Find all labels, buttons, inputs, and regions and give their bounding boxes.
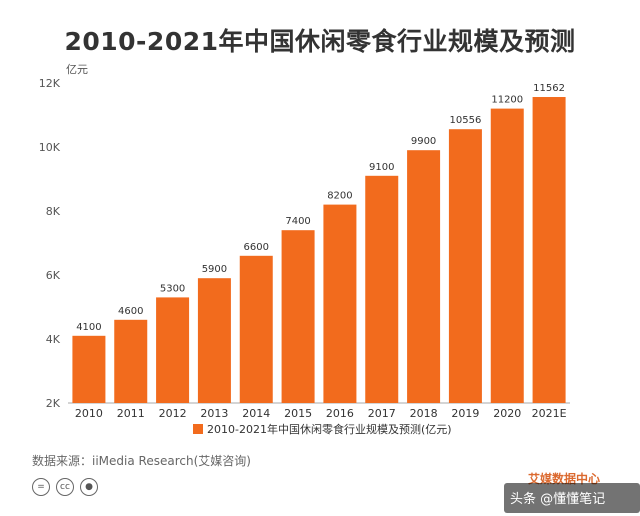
bar-value-label: 6600 [244, 242, 269, 253]
x-tick-label: 2010 [75, 407, 103, 420]
bar-value-label: 11200 [491, 95, 523, 106]
bar [532, 97, 566, 404]
cc-icon: cc [56, 478, 74, 496]
bar [323, 204, 357, 403]
y-tick-label: 6K [46, 269, 61, 282]
bar [448, 129, 482, 403]
x-tick-label: 2017 [368, 407, 396, 420]
bar [239, 255, 273, 403]
x-tick-label: 2016 [326, 407, 354, 420]
bar-value-label: 5900 [202, 264, 227, 275]
license-icons: = cc ● [32, 478, 98, 496]
source-note: 数据来源：iiMedia Research(艾媒咨询) [32, 454, 251, 468]
x-tick-label: 2019 [451, 407, 479, 420]
x-tick-label: 2015 [284, 407, 312, 420]
watermark-overlay [504, 483, 640, 513]
bar [281, 230, 315, 403]
bar-value-label: 11562 [533, 83, 565, 94]
x-tick-label: 2020 [493, 407, 521, 420]
y-tick-label: 8K [46, 205, 61, 218]
chart-title: 2010-2021年中国休闲零食行业规模及预测 [64, 27, 576, 56]
y-tick-label: 4K [46, 333, 61, 346]
bar-value-label: 5300 [160, 283, 185, 294]
y-axis-unit-label: 亿元 [66, 63, 88, 76]
x-tick-label: 2013 [200, 407, 228, 420]
x-tick-label: 2014 [242, 407, 270, 420]
bar-value-label: 10556 [450, 115, 482, 126]
bar-value-label: 4600 [118, 306, 143, 317]
bar [490, 108, 524, 403]
bar-value-label: 7400 [285, 216, 310, 227]
watermark-logo: 艾媒数据中心 [528, 472, 601, 486]
legend-swatch [193, 424, 203, 434]
bar [114, 319, 148, 403]
bar [365, 175, 399, 403]
bar-value-label: 4100 [76, 322, 101, 333]
x-tick-label: 2012 [159, 407, 187, 420]
y-tick-label: 10K [39, 141, 61, 154]
bar [407, 150, 441, 403]
attribution-icon: ● [80, 478, 98, 496]
bar-value-label: 8200 [327, 191, 352, 202]
bar [72, 335, 106, 403]
bar-value-label: 9100 [369, 162, 394, 173]
x-tick-label: 2021E [532, 407, 567, 420]
legend-label: 2010-2021年中国休闲零食行业规模及预测(亿元) [207, 422, 452, 436]
bar [197, 278, 231, 403]
bar-value-label: 9900 [411, 136, 436, 147]
y-tick-label: 2K [46, 397, 61, 410]
y-tick-label: 12K [39, 77, 61, 90]
creative-commons-icon: = [32, 478, 50, 496]
x-tick-label: 2018 [410, 407, 438, 420]
x-tick-label: 2011 [117, 407, 145, 420]
bar [156, 297, 190, 403]
watermark-text: 头条 @懂懂笔记 [510, 492, 606, 507]
